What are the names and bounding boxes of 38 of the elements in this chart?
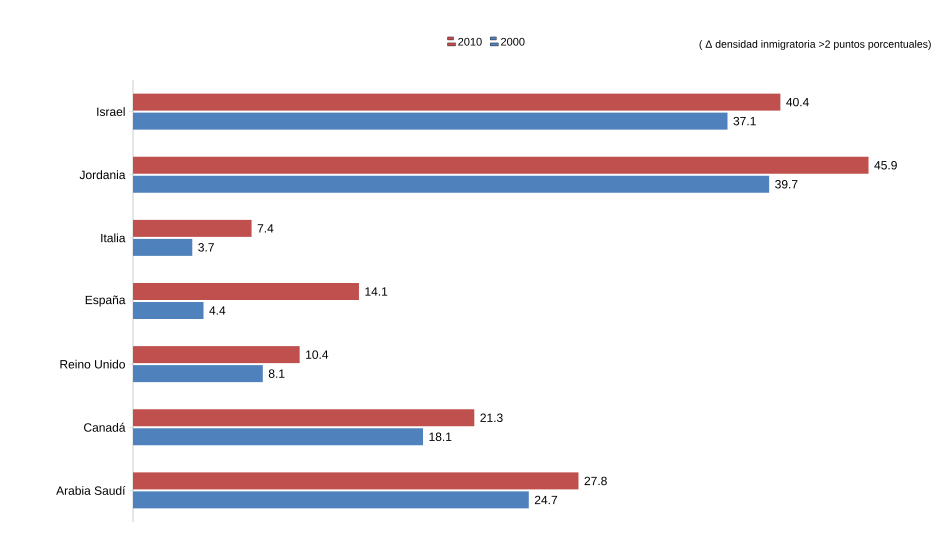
y-tick-label: Jordania bbox=[80, 170, 126, 180]
bar bbox=[133, 302, 204, 320]
bar bbox=[133, 472, 578, 490]
y-tick-label: Reino Unido bbox=[60, 360, 125, 369]
text: ( Δ densidad inmigratoria >2 puntos porcentuales) bbox=[700, 40, 931, 50]
bar bbox=[133, 346, 300, 364]
bar bbox=[133, 428, 424, 446]
y-tick-label: Canadá bbox=[84, 422, 126, 432]
data-label: 14.1 bbox=[365, 287, 388, 296]
data-label: 18.1 bbox=[429, 432, 452, 442]
data-label: 37.1 bbox=[733, 116, 756, 126]
bar bbox=[133, 283, 359, 300]
bar bbox=[133, 94, 780, 111]
bar bbox=[133, 112, 728, 130]
y-tick-label: Italia bbox=[101, 233, 126, 242]
legend-label: 2000 bbox=[501, 38, 525, 46]
data-label: 27.8 bbox=[584, 476, 607, 486]
bar bbox=[133, 491, 529, 508]
y-tick-label: Israel bbox=[97, 107, 125, 116]
data-label: 3.7 bbox=[198, 243, 214, 252]
data-label: 39.7 bbox=[775, 180, 798, 188]
data-label: 7.4 bbox=[258, 224, 274, 232]
bar bbox=[133, 238, 192, 256]
data-label: 8.1 bbox=[268, 369, 284, 378]
bar bbox=[133, 409, 474, 426]
y-tick-label: España bbox=[86, 295, 126, 307]
bar bbox=[133, 220, 252, 237]
bar bbox=[133, 365, 263, 382]
data-label: 21.3 bbox=[480, 414, 503, 422]
data-label: 10.4 bbox=[306, 350, 328, 359]
data-label: 24.7 bbox=[534, 496, 558, 504]
bar bbox=[133, 176, 770, 193]
data-label: 45.9 bbox=[874, 160, 897, 170]
y-tick-label: Arabia Saudí bbox=[56, 486, 126, 495]
bar bbox=[133, 156, 869, 174]
legend-label: 2010 bbox=[458, 38, 482, 46]
data-label: 4.4 bbox=[209, 306, 226, 315]
data-label: 40.4 bbox=[786, 98, 809, 106]
